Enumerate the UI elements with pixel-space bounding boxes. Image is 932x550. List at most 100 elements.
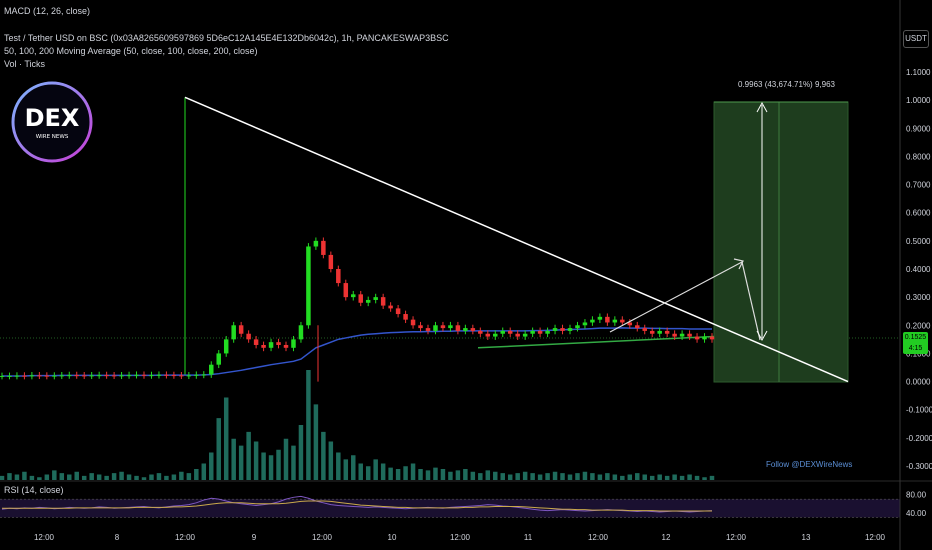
volume-bar — [463, 469, 468, 480]
candle-body — [455, 325, 461, 331]
candle-body — [216, 353, 221, 365]
y-tick-label: 1.0000 — [906, 96, 931, 105]
volume-bar — [141, 477, 147, 480]
volume-bar — [59, 473, 65, 480]
candle-body — [223, 339, 229, 354]
candle-body — [560, 328, 565, 331]
candle-body — [612, 319, 618, 323]
currency-button[interactable]: USDT — [903, 30, 929, 48]
y-tick-label: 0.5000 — [906, 237, 931, 246]
target-box — [713, 101, 849, 383]
y-tick-label: 0.6000 — [906, 209, 931, 218]
volume-bar — [552, 471, 558, 480]
x-tick-label: 12:00 — [34, 533, 55, 542]
candle-body — [635, 325, 640, 329]
candle-body — [321, 240, 326, 255]
candle-body — [186, 375, 192, 377]
candle-body — [194, 374, 199, 376]
volume-bar — [493, 471, 498, 480]
candles — [0, 97, 715, 382]
candle-body — [74, 375, 79, 377]
candle-body — [164, 374, 169, 376]
candle-body — [567, 328, 573, 331]
x-tick-label: 12:00 — [450, 533, 471, 542]
volume-legend: Vol · Ticks — [4, 59, 46, 69]
volume-bar — [358, 463, 363, 480]
candle-body — [590, 319, 595, 323]
volume-bar — [500, 473, 505, 480]
rsi-pane: 80.00 40.00 — [0, 480, 932, 518]
volume-bar — [29, 475, 35, 480]
volume-bar — [403, 466, 408, 480]
candle-body — [313, 240, 319, 247]
rsi-label: RSI (14, close) — [4, 485, 64, 495]
candle-body — [291, 339, 296, 348]
candle-body — [507, 330, 513, 334]
measure-label: 0.9963 (43,674.71%) 9,963 — [738, 80, 836, 89]
volume-bar — [425, 470, 431, 480]
volume-bar — [253, 441, 259, 480]
volume-bar — [620, 475, 625, 480]
volume-bar — [567, 474, 573, 480]
candle-body — [493, 333, 498, 337]
candle-body — [89, 375, 94, 377]
volume-bar — [373, 459, 378, 480]
y-tick-label: -0.2000 — [906, 434, 932, 443]
volume-bar — [321, 431, 326, 480]
candle-body — [7, 375, 12, 377]
volume-bar — [672, 474, 677, 480]
y-tick-label: 0.7000 — [906, 181, 931, 190]
volume-bar — [343, 459, 349, 480]
volume-bar — [455, 470, 461, 480]
candle-body — [664, 330, 670, 334]
candle-body — [156, 374, 162, 376]
x-tick-label: 13 — [802, 533, 811, 542]
candle-body — [373, 297, 378, 300]
volume-bar — [0, 475, 5, 480]
volume-bar — [291, 445, 296, 480]
rsi-tick-label: 40.00 — [906, 509, 927, 518]
y-tick-label: -0.3000 — [906, 462, 932, 471]
candle-body — [261, 344, 266, 348]
candle-body — [627, 322, 633, 326]
candle-body — [597, 316, 603, 320]
candle-body — [246, 333, 251, 340]
volume-bars — [0, 370, 715, 480]
volume-bar — [478, 473, 483, 480]
volume-bar — [657, 474, 662, 480]
x-tick-label: 12 — [662, 533, 671, 542]
x-tick-label: 12:00 — [175, 533, 196, 542]
volume-bar — [664, 475, 670, 480]
candle-body — [179, 375, 184, 377]
volume-bar — [597, 474, 603, 480]
y-tick-label: 0.0000 — [906, 378, 931, 387]
candle-body — [268, 342, 274, 348]
logo-text: DEX — [25, 104, 80, 132]
volume-bar — [605, 473, 610, 480]
volume-bar — [313, 404, 319, 480]
candle-body — [657, 330, 662, 334]
logo-subtext: WIRE NEWS — [36, 134, 69, 140]
candle-body — [59, 375, 65, 377]
volume-bar — [418, 469, 423, 480]
volume-bar — [440, 469, 446, 480]
y-tick-label: 0.3000 — [906, 293, 931, 302]
candle-body — [522, 333, 528, 337]
candle-body — [104, 375, 109, 377]
candle-body — [709, 336, 715, 340]
volume-bar — [448, 471, 453, 480]
y-tick-label: 0.4000 — [906, 265, 931, 274]
x-tick-label: 11 — [524, 533, 533, 542]
volume-bar — [7, 473, 12, 480]
volume-bar — [328, 441, 334, 480]
x-tick-label: 10 — [388, 533, 397, 542]
volume-bar — [702, 477, 707, 480]
volume-bar — [365, 466, 371, 480]
candle-body — [425, 328, 431, 331]
volume-bar — [134, 475, 139, 480]
volume-bar — [186, 473, 192, 480]
candle-body — [470, 328, 476, 331]
volume-bar — [537, 474, 543, 480]
candle-body — [111, 375, 117, 377]
